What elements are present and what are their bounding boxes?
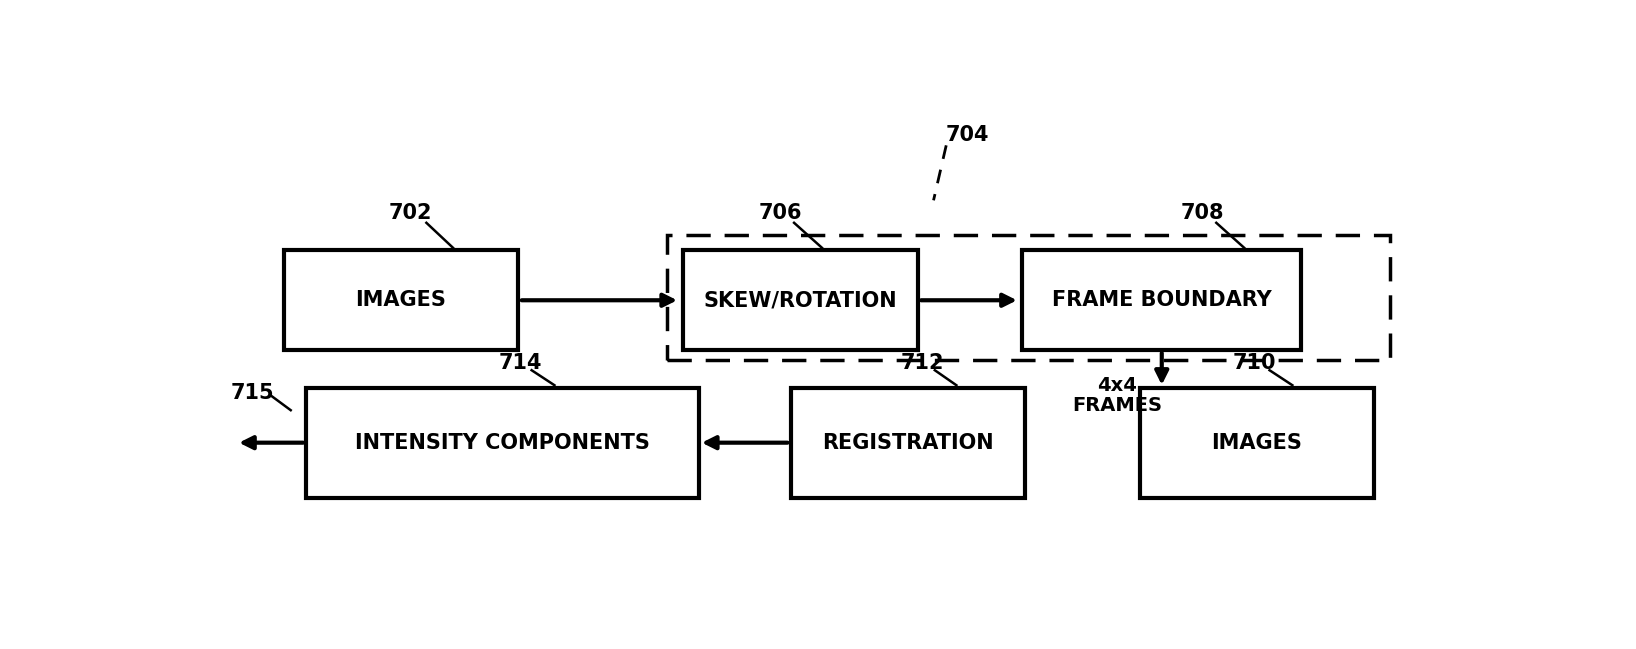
Text: 706: 706 bbox=[759, 202, 802, 223]
Text: REGISTRATION: REGISTRATION bbox=[823, 433, 995, 453]
Text: 712: 712 bbox=[900, 352, 944, 373]
Bar bbox=[790, 387, 1026, 498]
Text: 715: 715 bbox=[231, 383, 275, 403]
Text: FRAME BOUNDARY: FRAME BOUNDARY bbox=[1052, 290, 1271, 310]
Text: INTENSITY COMPONENTS: INTENSITY COMPONENTS bbox=[355, 433, 649, 453]
Text: 714: 714 bbox=[499, 352, 542, 373]
Bar bbox=[1140, 387, 1374, 498]
Text: FRAMES: FRAMES bbox=[1072, 396, 1163, 415]
Text: SKEW/ROTATION: SKEW/ROTATION bbox=[703, 290, 897, 310]
Bar bbox=[684, 251, 918, 350]
Text: 4x4: 4x4 bbox=[1098, 376, 1137, 395]
Text: 702: 702 bbox=[388, 202, 432, 223]
Text: 708: 708 bbox=[1181, 202, 1224, 223]
Bar bbox=[306, 387, 699, 498]
Bar bbox=[1022, 251, 1301, 350]
Bar bbox=[667, 236, 1391, 360]
Text: 710: 710 bbox=[1232, 352, 1276, 373]
Text: IMAGES: IMAGES bbox=[355, 290, 447, 310]
Bar bbox=[283, 251, 519, 350]
Text: IMAGES: IMAGES bbox=[1211, 433, 1302, 453]
Text: 704: 704 bbox=[946, 125, 990, 145]
